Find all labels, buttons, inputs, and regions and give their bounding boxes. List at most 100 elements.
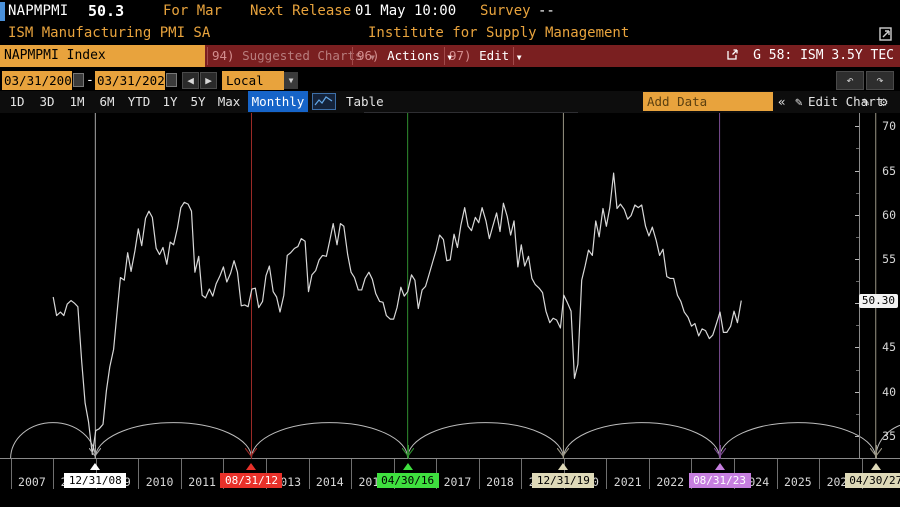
event-marker-label[interactable]: 08/31/23: [688, 473, 751, 488]
command-bar: NAPMPMI Index 94) Suggested Charts ▼ 96)…: [0, 45, 900, 67]
event-marker-chevron: [869, 443, 883, 457]
frequency-selector[interactable]: Monthly ▼: [248, 91, 308, 130]
event-marker-label[interactable]: 04/30/16: [376, 473, 439, 488]
actions-label: Actions: [387, 48, 440, 63]
x-axis-label: 2007: [18, 475, 46, 489]
cycle-arc: [94, 422, 252, 458]
event-marker-arrow: [558, 463, 569, 470]
period-1m[interactable]: 1M: [69, 94, 85, 109]
chevron-right-icon[interactable]: ▶: [200, 72, 217, 89]
event-marker-stem: [251, 445, 253, 459]
currency-selector[interactable]: Local CCY: [222, 71, 284, 107]
period-3d[interactable]: 3D: [39, 94, 55, 109]
period-1d[interactable]: 1D: [9, 94, 25, 109]
y-axis-label: 60: [882, 207, 896, 222]
event-marker-label[interactable]: 12/31/08: [64, 473, 127, 488]
chevron-down-icon: ▼: [447, 53, 453, 62]
divider: [513, 47, 514, 65]
y-minor-tick: [856, 148, 859, 150]
event-marker-arrow: [402, 463, 413, 470]
event-marker-label[interactable]: 12/31/19: [532, 473, 595, 488]
start-date-input[interactable]: 03/31/2008: [2, 71, 80, 90]
instrument-header-row: NAPMPMI 50.3 For Mar Next Release 01 May…: [0, 0, 900, 23]
instrument-subheader-row: ISM Manufacturing PMI SA Institute for S…: [0, 23, 900, 45]
chart-plot-area[interactable]: 70 65 60 55 45 40 35 50.30: [0, 113, 900, 459]
y-axis-label: 70: [882, 119, 896, 134]
x-axis-label: 2022: [656, 475, 685, 489]
y-tick: [855, 435, 860, 437]
double-chevron-left-icon[interactable]: «: [778, 94, 786, 109]
edit-button[interactable]: 97) Edit ▼: [449, 48, 522, 63]
x-tick: [180, 459, 182, 489]
period-1y[interactable]: 1Y: [162, 94, 178, 109]
next-release-value: 01 May 10:00: [355, 3, 457, 19]
y-minor-tick: [856, 413, 859, 415]
last-value: 50.3: [88, 2, 125, 20]
event-marker-stem: [719, 445, 721, 459]
add-data-input[interactable]: Add Data: [643, 92, 773, 111]
x-tick: [10, 459, 12, 489]
calendar-icon[interactable]: [166, 73, 177, 87]
external-link-icon: [726, 45, 739, 67]
related-chart-link[interactable]: G 58: ISM 3.5Y TEC: [726, 45, 894, 67]
event-marker-arrow: [714, 463, 725, 470]
date-range-dash: -: [86, 73, 94, 88]
cycle-arc: [407, 422, 564, 458]
x-axis-label: 2025: [784, 475, 812, 489]
end-date-input[interactable]: 03/31/2024: [95, 71, 173, 90]
event-marker-chevron: [713, 443, 727, 457]
table-view-button[interactable]: Table: [346, 94, 384, 109]
y-tick: [855, 126, 860, 128]
divider: [352, 47, 353, 65]
ticker-symbol: NAPMPMI: [8, 3, 69, 19]
suggested-charts-button[interactable]: 94) Suggested Charts ▼: [212, 48, 375, 63]
price-line-chart: [10, 113, 900, 458]
x-tick: [606, 459, 608, 489]
y-axis-label: 35: [882, 428, 896, 443]
y-minor-tick: [856, 325, 859, 327]
divider: [207, 47, 208, 65]
edit-chart-button[interactable]: Edit Chart: [808, 94, 884, 109]
event-marker-chevron: [401, 443, 415, 457]
line-chart-icon[interactable]: [312, 93, 336, 110]
period-ytd[interactable]: YTD: [127, 94, 151, 109]
cycle-arc: [10, 422, 96, 458]
pencil-icon[interactable]: ✎: [795, 94, 803, 109]
y-axis-label: 55: [882, 251, 896, 266]
period-toolbar: 1D 3D 1M 6M YTD 1Y 5Y Max Monthly ▼ Tabl…: [0, 91, 900, 130]
x-tick: [648, 459, 650, 489]
chevron-down-icon[interactable]: ▼: [284, 72, 298, 89]
calendar-icon[interactable]: [73, 73, 84, 87]
chevron-down-icon: ▼: [516, 53, 522, 62]
expand-window-icon[interactable]: [878, 26, 894, 42]
x-tick: [351, 459, 353, 489]
event-marker-arrow: [90, 463, 101, 470]
event-marker-label[interactable]: 04/30/27: [844, 473, 900, 488]
x-axis-label: 2017: [443, 475, 472, 489]
x-axis-label: 2011: [188, 475, 216, 489]
x-axis-label: 2018: [486, 475, 514, 489]
cycle-arc: [250, 422, 409, 458]
annotate-icon[interactable]: ✎: [862, 94, 870, 109]
y-axis-spine: [859, 113, 860, 458]
period-5y[interactable]: 5Y: [190, 94, 206, 109]
y-minor-tick: [856, 369, 859, 371]
x-tick: [776, 459, 778, 489]
event-marker-arrow: [246, 463, 257, 470]
actions-button[interactable]: 96) Actions ▼: [357, 48, 453, 63]
y-minor-tick: [856, 236, 859, 238]
cycle-arc: [875, 425, 900, 458]
x-axis[interactable]: 2007200820092010201120122013201420152016…: [0, 445, 900, 507]
y-tick: [855, 391, 860, 393]
chevron-left-icon[interactable]: ◀: [182, 72, 199, 89]
redo-icon[interactable]: ↷: [866, 71, 894, 90]
period-max[interactable]: Max: [217, 94, 241, 109]
x-tick: [819, 459, 821, 489]
undo-icon[interactable]: ↶: [836, 71, 864, 90]
event-marker-label[interactable]: 08/31/12: [220, 473, 283, 488]
gear-icon[interactable]: ⚙: [880, 94, 888, 109]
y-axis-label: 40: [882, 384, 896, 399]
period-6m[interactable]: 6M: [99, 94, 115, 109]
security-input[interactable]: NAPMPMI Index: [0, 45, 205, 67]
